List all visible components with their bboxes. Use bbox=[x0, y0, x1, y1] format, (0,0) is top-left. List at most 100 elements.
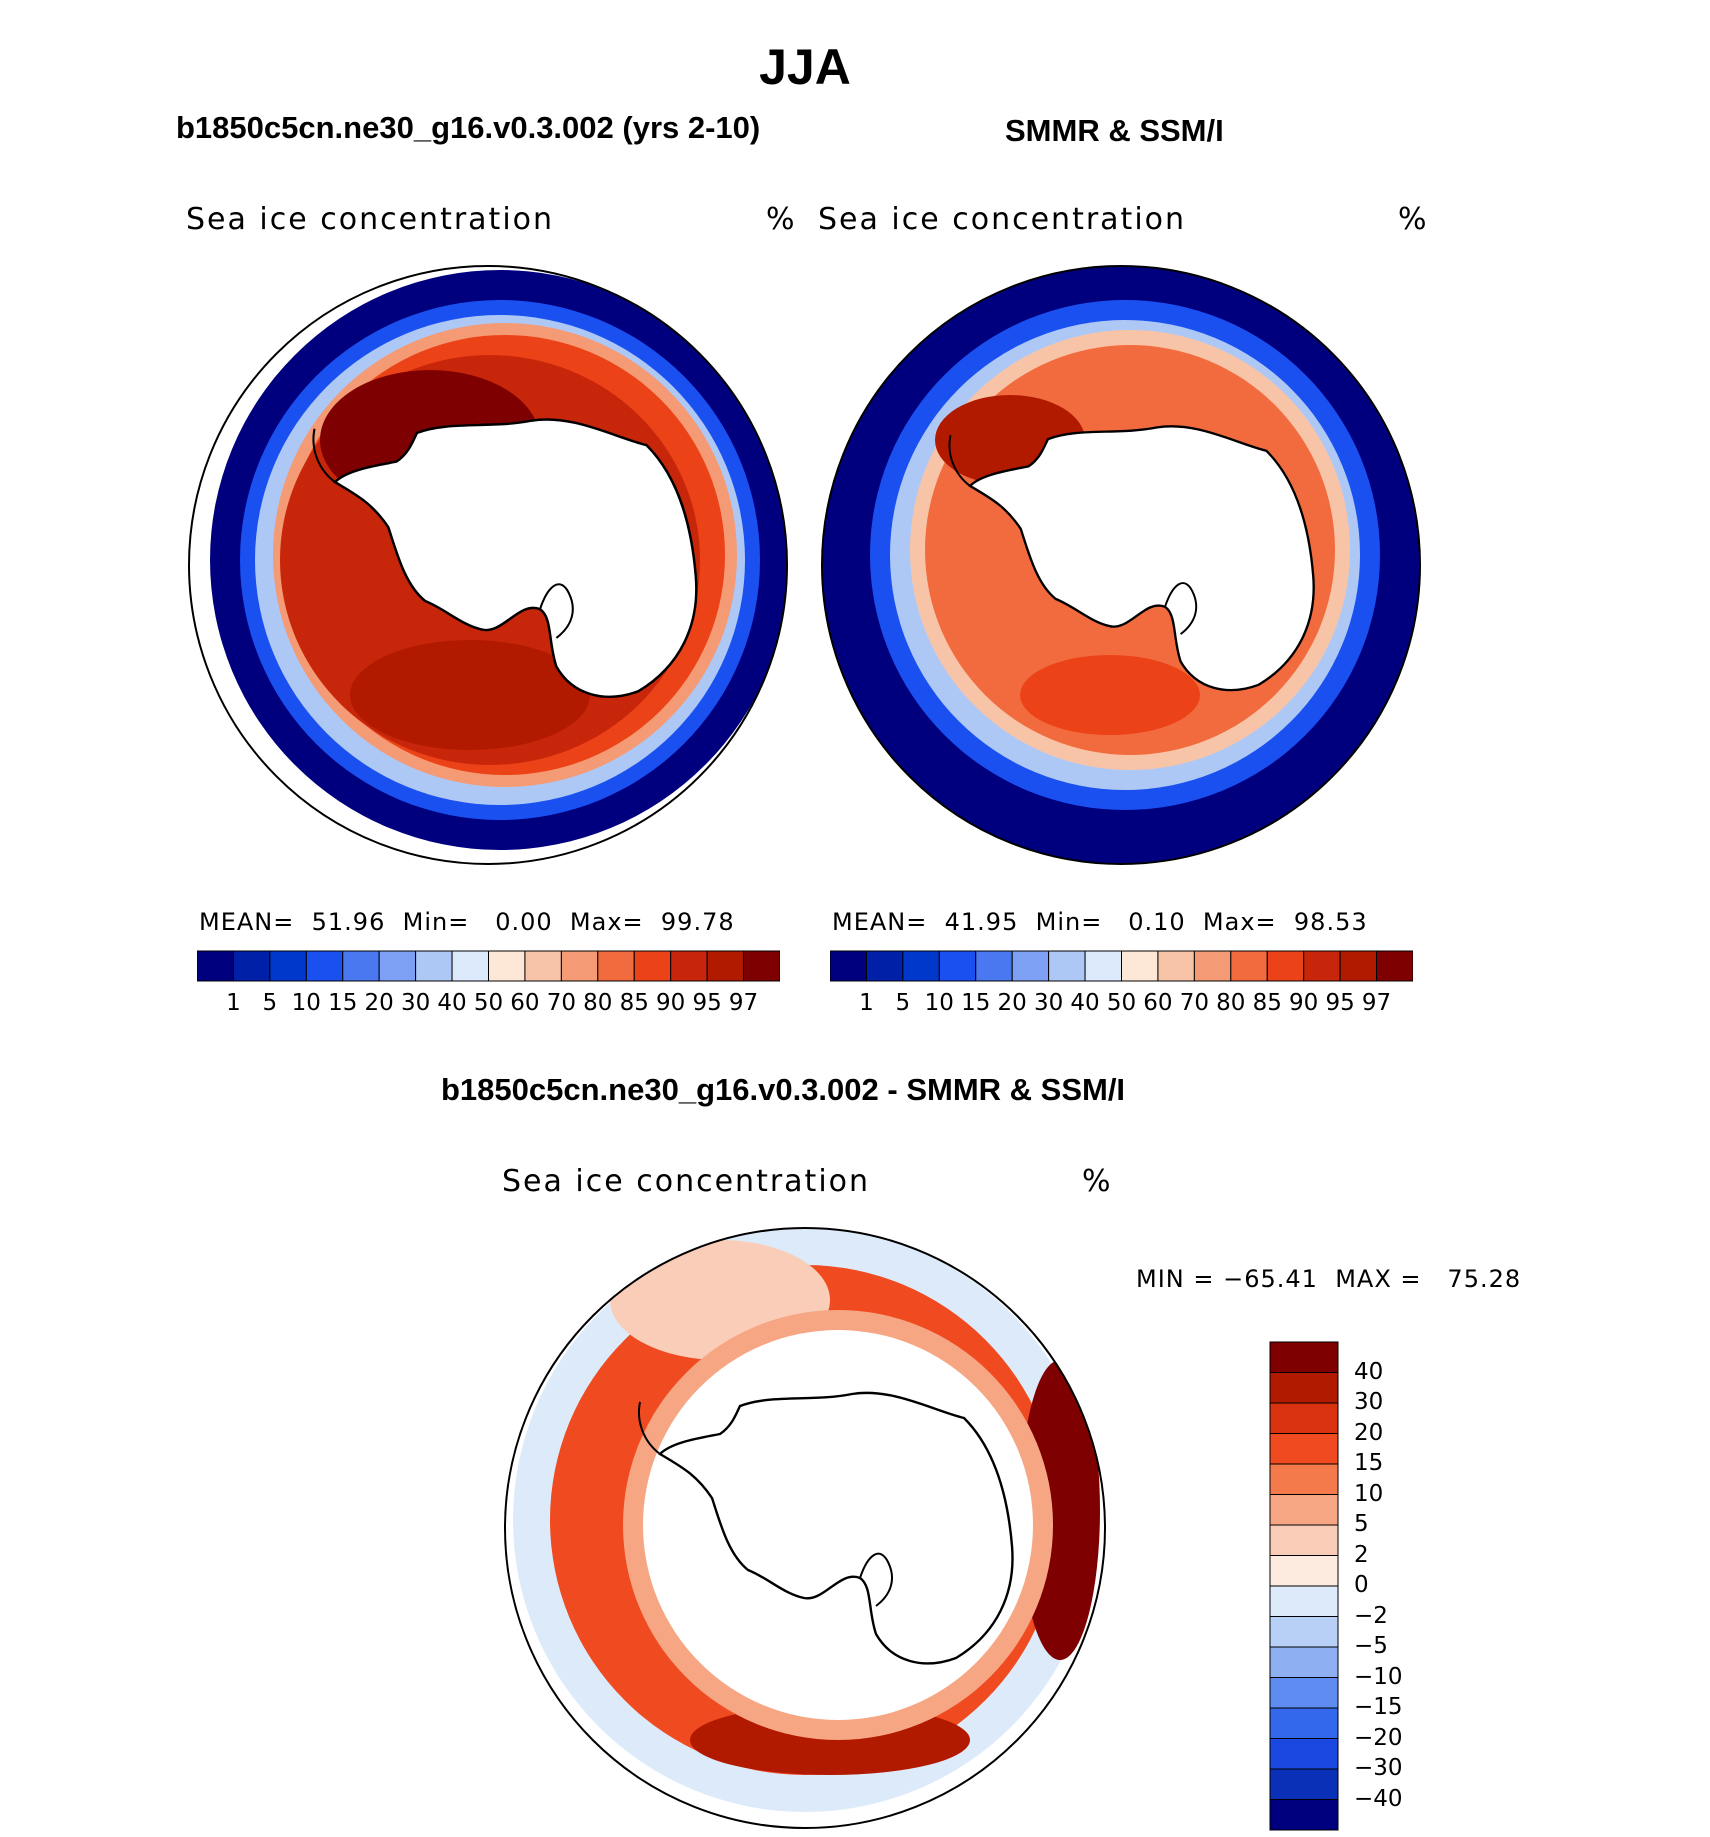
diff-colorbar-box bbox=[1269, 1372, 1339, 1404]
obs-min-value: 0.10 bbox=[1128, 908, 1186, 936]
obs-colorbar-tick: 10 bbox=[924, 990, 954, 1016]
obs-colorbar-box bbox=[1230, 950, 1268, 982]
model-colorbar-tick: 50 bbox=[473, 990, 504, 1016]
diff-colorbar-tick: 30 bbox=[1354, 1389, 1384, 1415]
diff-colorbar-tick: 0 bbox=[1354, 1572, 1369, 1598]
figure-title: JJA bbox=[759, 39, 851, 95]
diff-variable-label: Sea ice concentration bbox=[502, 1164, 871, 1199]
model-colorbar-tick: 97 bbox=[728, 990, 759, 1016]
model-colorbar-box bbox=[232, 950, 271, 982]
model-colorbar-box bbox=[415, 950, 453, 982]
obs-colorbar-tick: 90 bbox=[1289, 990, 1319, 1016]
diff-colorbar-box bbox=[1269, 1402, 1339, 1434]
model-colorbar-box bbox=[488, 950, 526, 982]
model-variable-label: Sea ice concentration bbox=[186, 202, 555, 237]
obs-colorbar-box bbox=[1121, 950, 1159, 982]
diff-colorbar-box bbox=[1269, 1341, 1339, 1373]
obs-mean-value: 41.95 bbox=[944, 908, 1019, 936]
diff-colorbar-tick: 15 bbox=[1354, 1450, 1384, 1476]
obs-colorbar-tick: 1 bbox=[859, 990, 874, 1016]
diff-colorbar-tick: 10 bbox=[1354, 1480, 1384, 1507]
obs-variable-label: Sea ice concentration bbox=[818, 202, 1187, 237]
obs-colorbar-tick: 40 bbox=[1070, 990, 1100, 1016]
model-colorbar-box bbox=[197, 950, 234, 982]
model-colorbar-tick: 1 bbox=[226, 990, 241, 1016]
model-colorbar-tick: 90 bbox=[656, 990, 686, 1016]
diff-max-value: 75.28 bbox=[1447, 1265, 1522, 1293]
diff-colorbar-tick: −5 bbox=[1354, 1633, 1388, 1659]
obs-mean-label: MEAN= bbox=[832, 908, 928, 936]
model-colorbar-tick: 60 bbox=[510, 990, 540, 1016]
obs-colorbar-box bbox=[902, 950, 940, 982]
diff-colorbar-box bbox=[1269, 1677, 1339, 1709]
obs-colorbar-tick: 97 bbox=[1361, 990, 1392, 1016]
diff-colorbar-box bbox=[1269, 1524, 1339, 1556]
obs-colorbar bbox=[830, 950, 1413, 982]
diff-colorbar-tick: −15 bbox=[1354, 1694, 1403, 1720]
model-colorbar-tick: 15 bbox=[328, 990, 358, 1016]
model-colorbar-tick: 70 bbox=[546, 990, 577, 1016]
model-colorbar-box bbox=[706, 950, 745, 982]
model-colorbar bbox=[197, 950, 780, 982]
model-colorbar-tick: 30 bbox=[400, 990, 431, 1016]
model-min-label: Min= bbox=[402, 908, 470, 936]
diff-colorbar-tick: −2 bbox=[1354, 1602, 1388, 1629]
diff-map bbox=[505, 1228, 1105, 1828]
obs-min-label: Min= bbox=[1035, 908, 1103, 936]
diff-units-label: % bbox=[1082, 1164, 1113, 1199]
obs-colorbar-box bbox=[975, 950, 1013, 982]
diff-colorbar-box bbox=[1269, 1463, 1339, 1495]
diff-colorbar-tick: 5 bbox=[1354, 1511, 1369, 1537]
obs-max-value: 98.53 bbox=[1293, 908, 1368, 936]
obs-stats: MEAN= 41.95 Min= 0.10 Max= 98.53 bbox=[832, 908, 1368, 936]
model-colorbar-box bbox=[743, 950, 780, 982]
obs-colorbar-box bbox=[1084, 950, 1122, 982]
model-colorbar-box bbox=[378, 950, 417, 982]
model-colorbar-box bbox=[597, 950, 635, 982]
model-colorbar-tick: 40 bbox=[437, 990, 467, 1016]
diff-colorbar-box bbox=[1269, 1433, 1339, 1465]
obs-map bbox=[822, 266, 1420, 864]
model-colorbar-box bbox=[342, 950, 380, 982]
model-stats: MEAN= 51.96 Min= 0.00 Max= 99.78 bbox=[199, 908, 735, 936]
model-colorbar-box bbox=[305, 950, 344, 982]
obs-colorbar-tick: 70 bbox=[1179, 990, 1210, 1016]
model-colorbar-tick: 5 bbox=[262, 990, 278, 1016]
obs-max-label: Max= bbox=[1202, 908, 1277, 936]
model-map-border bbox=[188, 265, 788, 865]
right-panel-title: SMMR & SSM/I bbox=[1005, 113, 1224, 148]
obs-colorbar-box bbox=[1339, 950, 1378, 982]
model-colorbar-tick: 80 bbox=[583, 990, 613, 1016]
diff-colorbar-box bbox=[1269, 1555, 1339, 1587]
diff-panel-title: b1850c5cn.ne30_g16.v0.3.002 - SMMR & SSM… bbox=[441, 1072, 1126, 1107]
model-colorbar-box bbox=[633, 950, 672, 982]
obs-colorbar-box bbox=[1266, 950, 1305, 982]
obs-colorbar-ticks: 1 5 10 15 20 30 40 50 60 70 80 85 90 95 97 bbox=[830, 990, 1413, 1020]
model-colorbar-ticks: 1 5 10 15 20 30 40 50 60 70 80 85 90 95 97 bbox=[197, 990, 780, 1020]
obs-colorbar-box bbox=[1376, 950, 1413, 982]
obs-colorbar-tick: 50 bbox=[1106, 990, 1137, 1016]
obs-colorbar-box bbox=[1193, 950, 1232, 982]
obs-colorbar-tick: 60 bbox=[1143, 990, 1173, 1016]
diff-stats: MIN = −65.41 MAX = 75.28 bbox=[1136, 1265, 1521, 1293]
diff-colorbar-box bbox=[1269, 1494, 1339, 1526]
diff-map-border bbox=[504, 1227, 1106, 1829]
diff-colorbar-box bbox=[1269, 1768, 1339, 1800]
obs-colorbar-box bbox=[1157, 950, 1195, 982]
model-colorbar-tick: 85 bbox=[619, 990, 649, 1016]
model-colorbar-tick: 10 bbox=[291, 990, 321, 1016]
diff-max-label: MAX = bbox=[1335, 1265, 1422, 1293]
left-panel-title: b1850c5cn.ne30_g16.v0.3.002 (yrs 2-10) bbox=[176, 110, 761, 145]
model-max-value: 99.78 bbox=[660, 908, 735, 936]
obs-colorbar-tick: 85 bbox=[1252, 990, 1282, 1016]
obs-colorbar-box bbox=[1011, 950, 1050, 982]
model-max-label: Max= bbox=[569, 908, 644, 936]
obs-colorbar-box bbox=[938, 950, 977, 982]
obs-map-border bbox=[821, 265, 1421, 865]
diff-colorbar-box bbox=[1269, 1585, 1339, 1617]
diff-min-label: MIN = bbox=[1136, 1265, 1215, 1293]
diff-colorbar-tick: 40 bbox=[1354, 1358, 1384, 1385]
diff-colorbar-tick: −30 bbox=[1354, 1755, 1403, 1781]
diff-min-value: −65.41 bbox=[1223, 1265, 1318, 1293]
obs-colorbar-tick: 80 bbox=[1216, 990, 1246, 1016]
